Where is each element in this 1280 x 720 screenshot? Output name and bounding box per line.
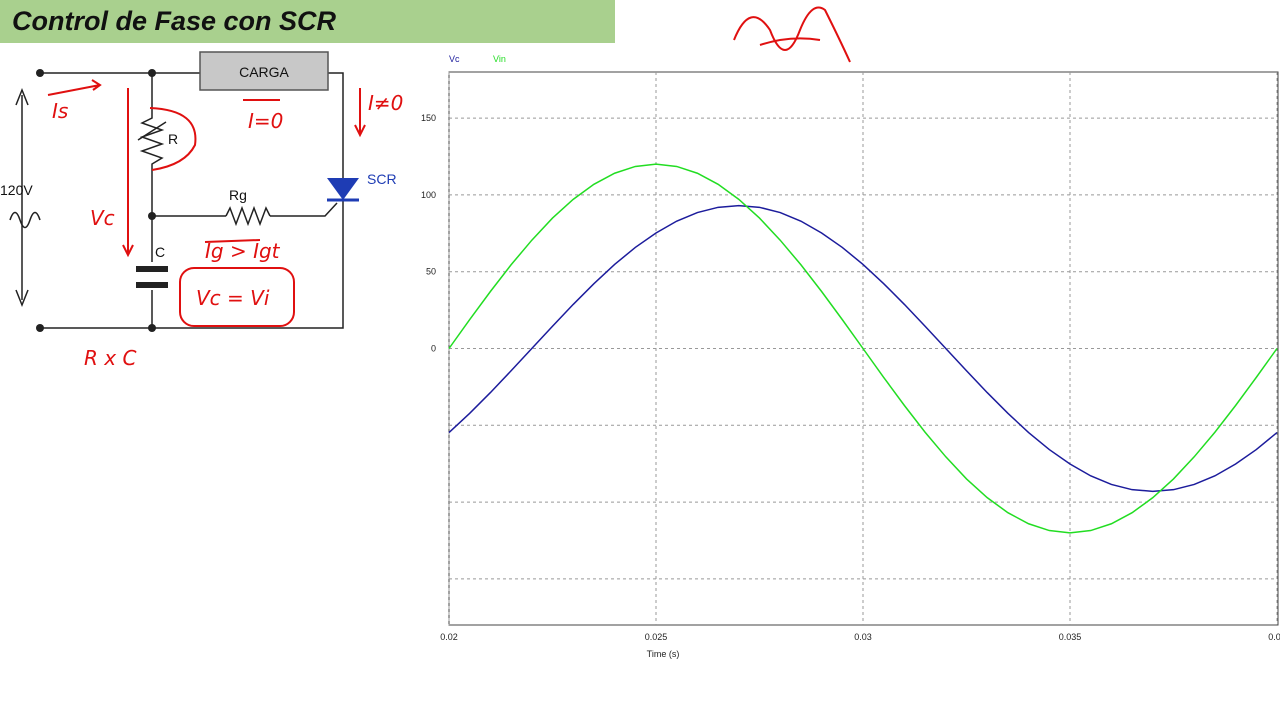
load-label: CARGA	[239, 64, 289, 80]
y-tick-label: 50	[426, 267, 436, 277]
annotation: R x C	[84, 346, 136, 370]
gate-resistor-label: Rg	[229, 187, 247, 203]
y-tick-label: 100	[421, 190, 436, 200]
circuit: CARGA 120V R Rg C SCR	[0, 51, 397, 332]
title-bar	[0, 0, 615, 43]
x-tick-label: 0.025	[645, 632, 668, 642]
x-tick-label: 0.02	[440, 632, 458, 642]
x-tick-label: 0.03	[854, 632, 872, 642]
annotation: Is	[52, 99, 68, 123]
legend-entry: Vc	[449, 54, 460, 64]
legend-entry: Vin	[493, 54, 506, 64]
x-tick-label: 0.04	[1268, 632, 1280, 642]
annotation: I=0	[248, 109, 283, 133]
series-line	[448, 163, 1278, 534]
annotation-box	[179, 267, 295, 327]
y-tick-label: 150	[421, 113, 436, 123]
y-tick-label: 0	[431, 344, 436, 354]
annotation: Ig > Igt	[205, 239, 281, 263]
annotations: Is I=0 I≠0 Vc Ig > Igt Vc = Vi R x C	[47, 6, 851, 370]
resistor-label: R	[168, 131, 178, 147]
scr-label: SCR	[367, 171, 397, 187]
chart: 0 50 100 150 0.02 0.025 0.03 0.035 0.04 Time (s) V…	[421, 54, 1280, 659]
annotation: Vc	[90, 206, 115, 230]
title: Control de Fase con SCR	[12, 6, 337, 36]
series-line	[448, 204, 1278, 493]
capacitor-label: C	[155, 244, 165, 260]
annotation: Vc = Vi	[196, 286, 270, 310]
source-label: 120V	[0, 182, 33, 198]
annotation: I≠0	[368, 91, 403, 115]
x-axis-label: Time (s)	[647, 649, 680, 659]
x-tick-label: 0.035	[1059, 632, 1082, 642]
